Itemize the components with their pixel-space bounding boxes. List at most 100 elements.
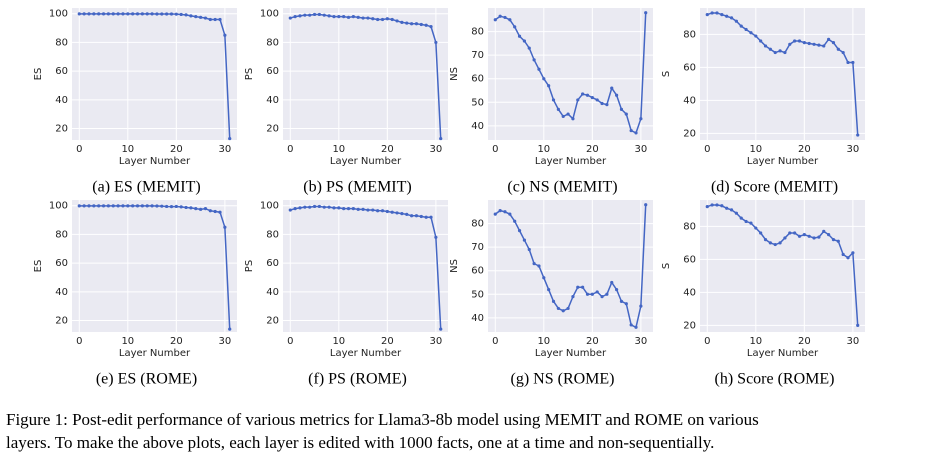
point [228, 136, 232, 141]
x-tick-label: 10 [537, 144, 550, 155]
point [532, 58, 536, 62]
x-tick-label: 30 [847, 144, 860, 155]
point [734, 19, 738, 23]
point [768, 47, 772, 51]
point [754, 34, 758, 38]
point [629, 323, 633, 327]
point [802, 41, 806, 45]
subplot-caption: (b) PS (MEMIT) [303, 179, 411, 196]
point [503, 15, 507, 20]
point [547, 84, 551, 88]
point [513, 219, 517, 223]
point [705, 205, 709, 209]
line [494, 204, 647, 329]
point [788, 231, 792, 235]
point [160, 12, 164, 16]
x-tick-label: 10 [121, 144, 134, 155]
point [203, 207, 208, 211]
point [145, 12, 149, 16]
point [624, 112, 628, 116]
point [361, 16, 365, 20]
y-tick-label: 40 [266, 95, 279, 106]
y-tick-label: 60 [55, 258, 68, 269]
y-tick-label: 50 [471, 97, 484, 108]
point [610, 280, 614, 285]
x-tick-label: 30 [430, 144, 443, 155]
point [749, 221, 753, 225]
point [351, 15, 355, 19]
point [581, 92, 585, 96]
x-tick-label: 10 [121, 336, 134, 347]
point [793, 231, 797, 235]
y-axis-label: NS [449, 259, 460, 273]
point [778, 241, 782, 245]
point [121, 12, 125, 16]
point [720, 204, 724, 208]
point [513, 25, 517, 29]
point [174, 204, 178, 209]
point [517, 34, 522, 38]
subplot-caption: (g) NS (ROME) [511, 371, 615, 388]
point [773, 242, 777, 247]
subplot-caption: (h) Score (ROME) [715, 371, 835, 388]
point [140, 204, 144, 208]
point [508, 212, 512, 216]
point [831, 238, 836, 242]
point [405, 21, 409, 25]
y-tick-label: 80 [683, 221, 696, 232]
point [414, 214, 419, 218]
point [87, 204, 91, 208]
point [395, 19, 399, 23]
point [542, 276, 546, 280]
point [298, 206, 302, 210]
plot-area [700, 8, 865, 140]
y-tick-label: 60 [55, 66, 68, 77]
point [831, 41, 836, 45]
figure-caption: layers. To make the above plots, each la… [6, 433, 714, 452]
point [189, 206, 193, 210]
plot-area [700, 200, 865, 332]
point [346, 15, 351, 19]
point [841, 50, 845, 55]
y-tick-label: 50 [471, 289, 484, 300]
point [639, 304, 643, 308]
point [308, 205, 312, 209]
point [111, 12, 115, 16]
point [116, 204, 120, 208]
y-tick-label: 40 [683, 95, 696, 106]
point [194, 15, 198, 19]
point [619, 299, 624, 303]
point [419, 214, 423, 219]
x-tick-label: 10 [332, 336, 345, 347]
point [739, 216, 743, 220]
point [223, 33, 227, 37]
point [624, 302, 628, 306]
point [203, 16, 208, 20]
point [600, 101, 604, 106]
point [199, 15, 203, 19]
x-axis-label: Layer Number [535, 156, 607, 167]
point [288, 208, 292, 212]
x-axis-label: Layer Number [119, 348, 191, 359]
point [827, 37, 831, 41]
point [759, 39, 763, 43]
point [165, 204, 169, 209]
x-tick-label: 20 [586, 336, 599, 347]
y-axis-label: PS [244, 260, 255, 272]
x-tick-label: 30 [430, 336, 443, 347]
point [644, 203, 648, 207]
point [797, 39, 802, 43]
y-tick-label: 60 [266, 258, 279, 269]
point [561, 309, 565, 313]
y-tick-label: 20 [55, 316, 68, 327]
y-tick-label: 70 [471, 242, 484, 253]
point [763, 238, 768, 242]
point [82, 204, 86, 208]
point [332, 15, 336, 19]
point [744, 27, 748, 32]
point [312, 204, 317, 209]
point [537, 264, 541, 268]
point [807, 234, 811, 238]
point [322, 205, 326, 209]
